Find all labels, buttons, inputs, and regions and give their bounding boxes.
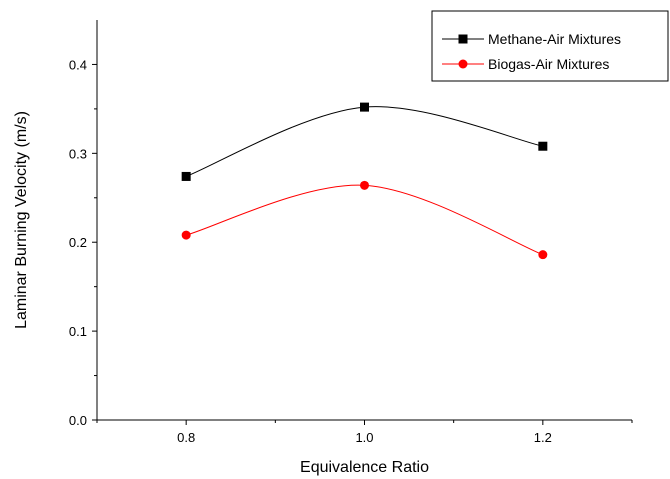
x-tick-label: 1.0	[355, 430, 373, 445]
legend-marker	[458, 34, 468, 44]
legend: Methane-Air Mixtures Biogas-Air Mixtures	[431, 10, 669, 82]
y-tick-label: 0.4	[69, 57, 87, 72]
legend-label: Biogas-Air Mixtures	[488, 56, 609, 72]
data-point	[360, 180, 369, 190]
legend-item: Methane-Air Mixtures	[442, 31, 621, 47]
data-point	[360, 102, 369, 112]
x-tick-label: 1.2	[534, 430, 552, 445]
y-tick-label: 0.0	[69, 413, 87, 428]
legend-box	[431, 10, 669, 82]
data-point	[538, 250, 548, 260]
legend-item: Biogas-Air Mixtures	[442, 56, 609, 72]
x-tick-label: 0.8	[177, 430, 195, 445]
legend-label: Methane-Air Mixtures	[488, 31, 621, 47]
data-point	[181, 230, 191, 240]
y-axis-ticks: 0.0 0.1 0.2 0.3 0.4	[69, 57, 97, 428]
series-markers	[181, 102, 548, 260]
data-point	[181, 171, 191, 181]
series-line-1	[185, 106, 543, 177]
series-line-2	[186, 184, 544, 256]
data-point	[538, 141, 548, 151]
x-axis-title: Equivalence Ratio	[300, 459, 429, 476]
x-axis-ticks: 0.8 1.0 1.2	[96, 420, 633, 445]
legend-marker	[458, 59, 468, 69]
y-tick-label: 0.3	[69, 146, 87, 161]
y-tick-label: 0.2	[69, 235, 87, 250]
y-axis-title: Laminar Burning Velocity (m/s)	[13, 111, 30, 329]
series-lines	[185, 106, 544, 256]
y-tick-label: 0.1	[69, 324, 87, 339]
